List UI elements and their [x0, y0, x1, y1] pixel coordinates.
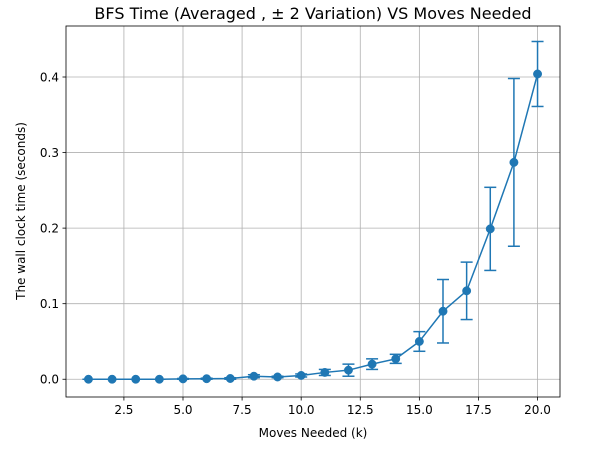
y-tick-label: 0.1 [40, 297, 59, 311]
data-point [509, 157, 519, 167]
grid [66, 26, 560, 397]
y-tick-label: 0.2 [40, 221, 59, 235]
data-point [320, 367, 330, 377]
data-point [391, 354, 401, 364]
x-tick-label: 5.0 [173, 403, 192, 417]
x-tick-label: 7.5 [233, 403, 252, 417]
y-tick-label: 0.0 [40, 373, 59, 387]
data-point [414, 337, 424, 346]
data-point [273, 372, 282, 382]
data-point [154, 374, 164, 384]
y-axis-ticks: 0.0 0.1 0.2 0.3 0.4 [40, 70, 66, 387]
data-point [462, 286, 472, 296]
data-point [344, 365, 353, 375]
x-tick-label: 12.5 [347, 403, 374, 417]
data-point [367, 359, 377, 369]
y-tick-label: 0.4 [40, 70, 59, 84]
chart-title: BFS Time (Averaged , ± 2 Variation) VS M… [94, 4, 531, 23]
x-tick-label: 10.0 [288, 403, 315, 417]
x-tick-label: 2.5 [114, 403, 133, 417]
data-point [225, 374, 235, 383]
data-point [202, 374, 212, 384]
data-point [533, 69, 542, 79]
x-tick-label: 15.0 [406, 403, 433, 417]
data-point [107, 374, 117, 384]
x-tick-label: 20.0 [524, 403, 551, 417]
series-line [88, 73, 539, 380]
data-point [84, 374, 93, 384]
x-tick-label: 17.5 [465, 403, 492, 417]
data-point [178, 374, 188, 384]
data-point [131, 374, 141, 384]
data-point [485, 224, 495, 234]
series [82, 40, 544, 384]
data-point [249, 371, 259, 381]
x-axis-label: Moves Needed (k) [259, 426, 368, 440]
y-axis-label: The wall clock time (seconds) [14, 122, 28, 301]
y-tick-label: 0.3 [40, 146, 59, 160]
data-point [296, 371, 306, 380]
plot-frame [65, 25, 561, 398]
x-axis-ticks: 2.5 5.0 7.5 10.0 12.5 15.0 17.5 20.0 [114, 397, 551, 417]
data-point [438, 306, 448, 316]
